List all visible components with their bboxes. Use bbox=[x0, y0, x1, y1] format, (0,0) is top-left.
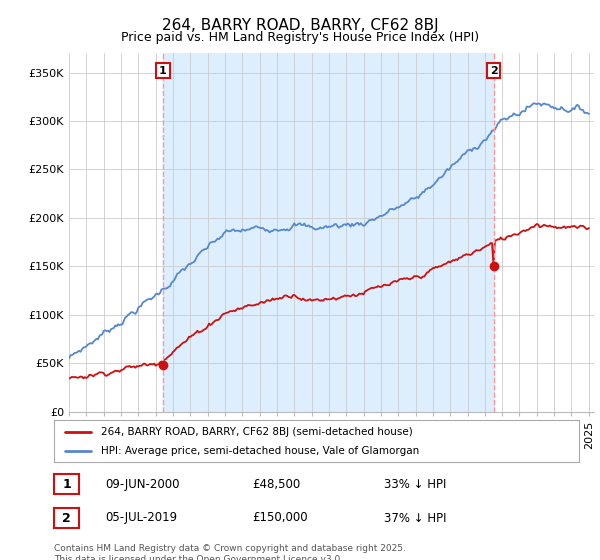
Text: 1: 1 bbox=[159, 66, 167, 76]
Bar bbox=[163, 53, 494, 412]
Text: Price paid vs. HM Land Registry's House Price Index (HPI): Price paid vs. HM Land Registry's House … bbox=[121, 31, 479, 44]
Text: 09-JUN-2000: 09-JUN-2000 bbox=[105, 478, 179, 491]
Text: 2: 2 bbox=[490, 66, 497, 76]
Text: HPI: Average price, semi-detached house, Vale of Glamorgan: HPI: Average price, semi-detached house,… bbox=[101, 446, 419, 456]
Text: 2: 2 bbox=[62, 511, 71, 525]
Text: 05-JUL-2019: 05-JUL-2019 bbox=[105, 511, 177, 525]
Text: 264, BARRY ROAD, BARRY, CF62 8BJ: 264, BARRY ROAD, BARRY, CF62 8BJ bbox=[161, 18, 439, 33]
Text: £150,000: £150,000 bbox=[252, 511, 308, 525]
Text: Contains HM Land Registry data © Crown copyright and database right 2025.
This d: Contains HM Land Registry data © Crown c… bbox=[54, 544, 406, 560]
Text: 33% ↓ HPI: 33% ↓ HPI bbox=[384, 478, 446, 491]
Text: 264, BARRY ROAD, BARRY, CF62 8BJ (semi-detached house): 264, BARRY ROAD, BARRY, CF62 8BJ (semi-d… bbox=[101, 427, 413, 437]
Text: £48,500: £48,500 bbox=[252, 478, 300, 491]
Text: 1: 1 bbox=[62, 478, 71, 491]
Text: 37% ↓ HPI: 37% ↓ HPI bbox=[384, 511, 446, 525]
